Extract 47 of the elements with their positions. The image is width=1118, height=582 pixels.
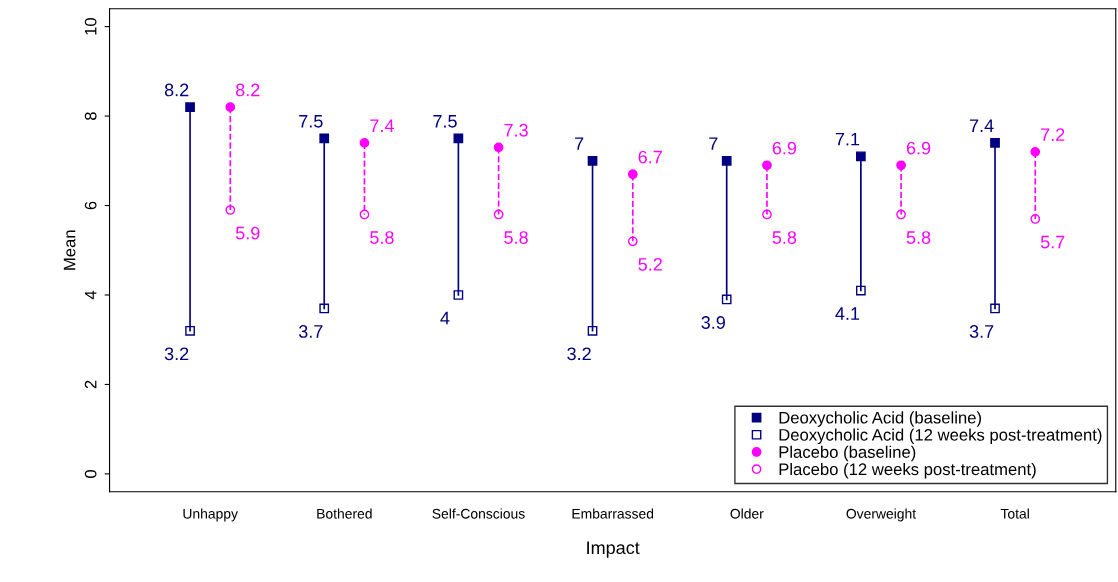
data-label: 8.2	[235, 83, 260, 97]
legend-label: Placebo (baseline)	[779, 445, 916, 462]
data-label: 7.5	[299, 115, 323, 128]
data-label: 7.4	[969, 119, 994, 132]
x-tick-label: Unhappy	[183, 508, 238, 522]
legend-label: Deoxycholic Acid (baseline)	[779, 411, 981, 427]
data-label: 7.4	[370, 119, 394, 132]
data-label: 7	[709, 137, 718, 150]
data-label: 7.1	[835, 132, 860, 146]
data-label: 5.7	[1040, 235, 1065, 249]
x-tick-label: Bothered	[317, 508, 372, 519]
data-label: 6.9	[906, 141, 931, 155]
data-label: 4	[440, 311, 450, 325]
data-label: 5.2	[638, 257, 662, 271]
y-tick-label: 0	[84, 469, 97, 478]
y-tick-label: 8	[84, 112, 97, 120]
data-label: 8.2	[164, 83, 189, 97]
x-tick-label: Older	[730, 508, 764, 519]
data-label: 4.1	[835, 307, 860, 320]
legend-label: Placebo (12 weeks post-treatment)	[779, 462, 1036, 479]
data-label: 3.7	[969, 325, 994, 338]
data-label: 5.8	[772, 231, 797, 244]
x-tick-label: Overweight	[846, 508, 917, 522]
data-label: 3.2	[567, 347, 591, 361]
data-label: 3.7	[298, 325, 323, 338]
y-tick-label: 4	[84, 290, 97, 300]
data-label: 6.7	[638, 150, 662, 164]
data-label: 5.8	[504, 231, 528, 244]
data-label: 5.8	[906, 231, 931, 244]
data-label: 6.9	[772, 141, 797, 155]
data-label: 3.2	[164, 347, 189, 361]
data-label: 3.9	[701, 316, 725, 329]
y-tick-label: 2	[84, 380, 97, 389]
x-tick-label: Total	[1000, 508, 1029, 519]
y-axis-title: Mean	[63, 230, 76, 270]
x-tick-label: Self-Conscious	[432, 508, 525, 519]
data-label: 7	[575, 137, 584, 150]
data-label: 5.8	[370, 231, 394, 244]
y-tick-label: 10	[84, 18, 97, 35]
y-tick-label: 6	[84, 201, 97, 210]
data-label: 7.2	[1041, 128, 1065, 141]
x-axis-title: Impact	[587, 541, 640, 558]
data-label: 5.9	[235, 226, 260, 240]
x-tick-label: Embarrassed	[572, 508, 654, 519]
data-label: 7.3	[504, 123, 528, 137]
data-label: 7.5	[433, 115, 457, 128]
legend-label: Deoxycholic Acid (12 weeks post-treatment)	[779, 428, 1102, 445]
